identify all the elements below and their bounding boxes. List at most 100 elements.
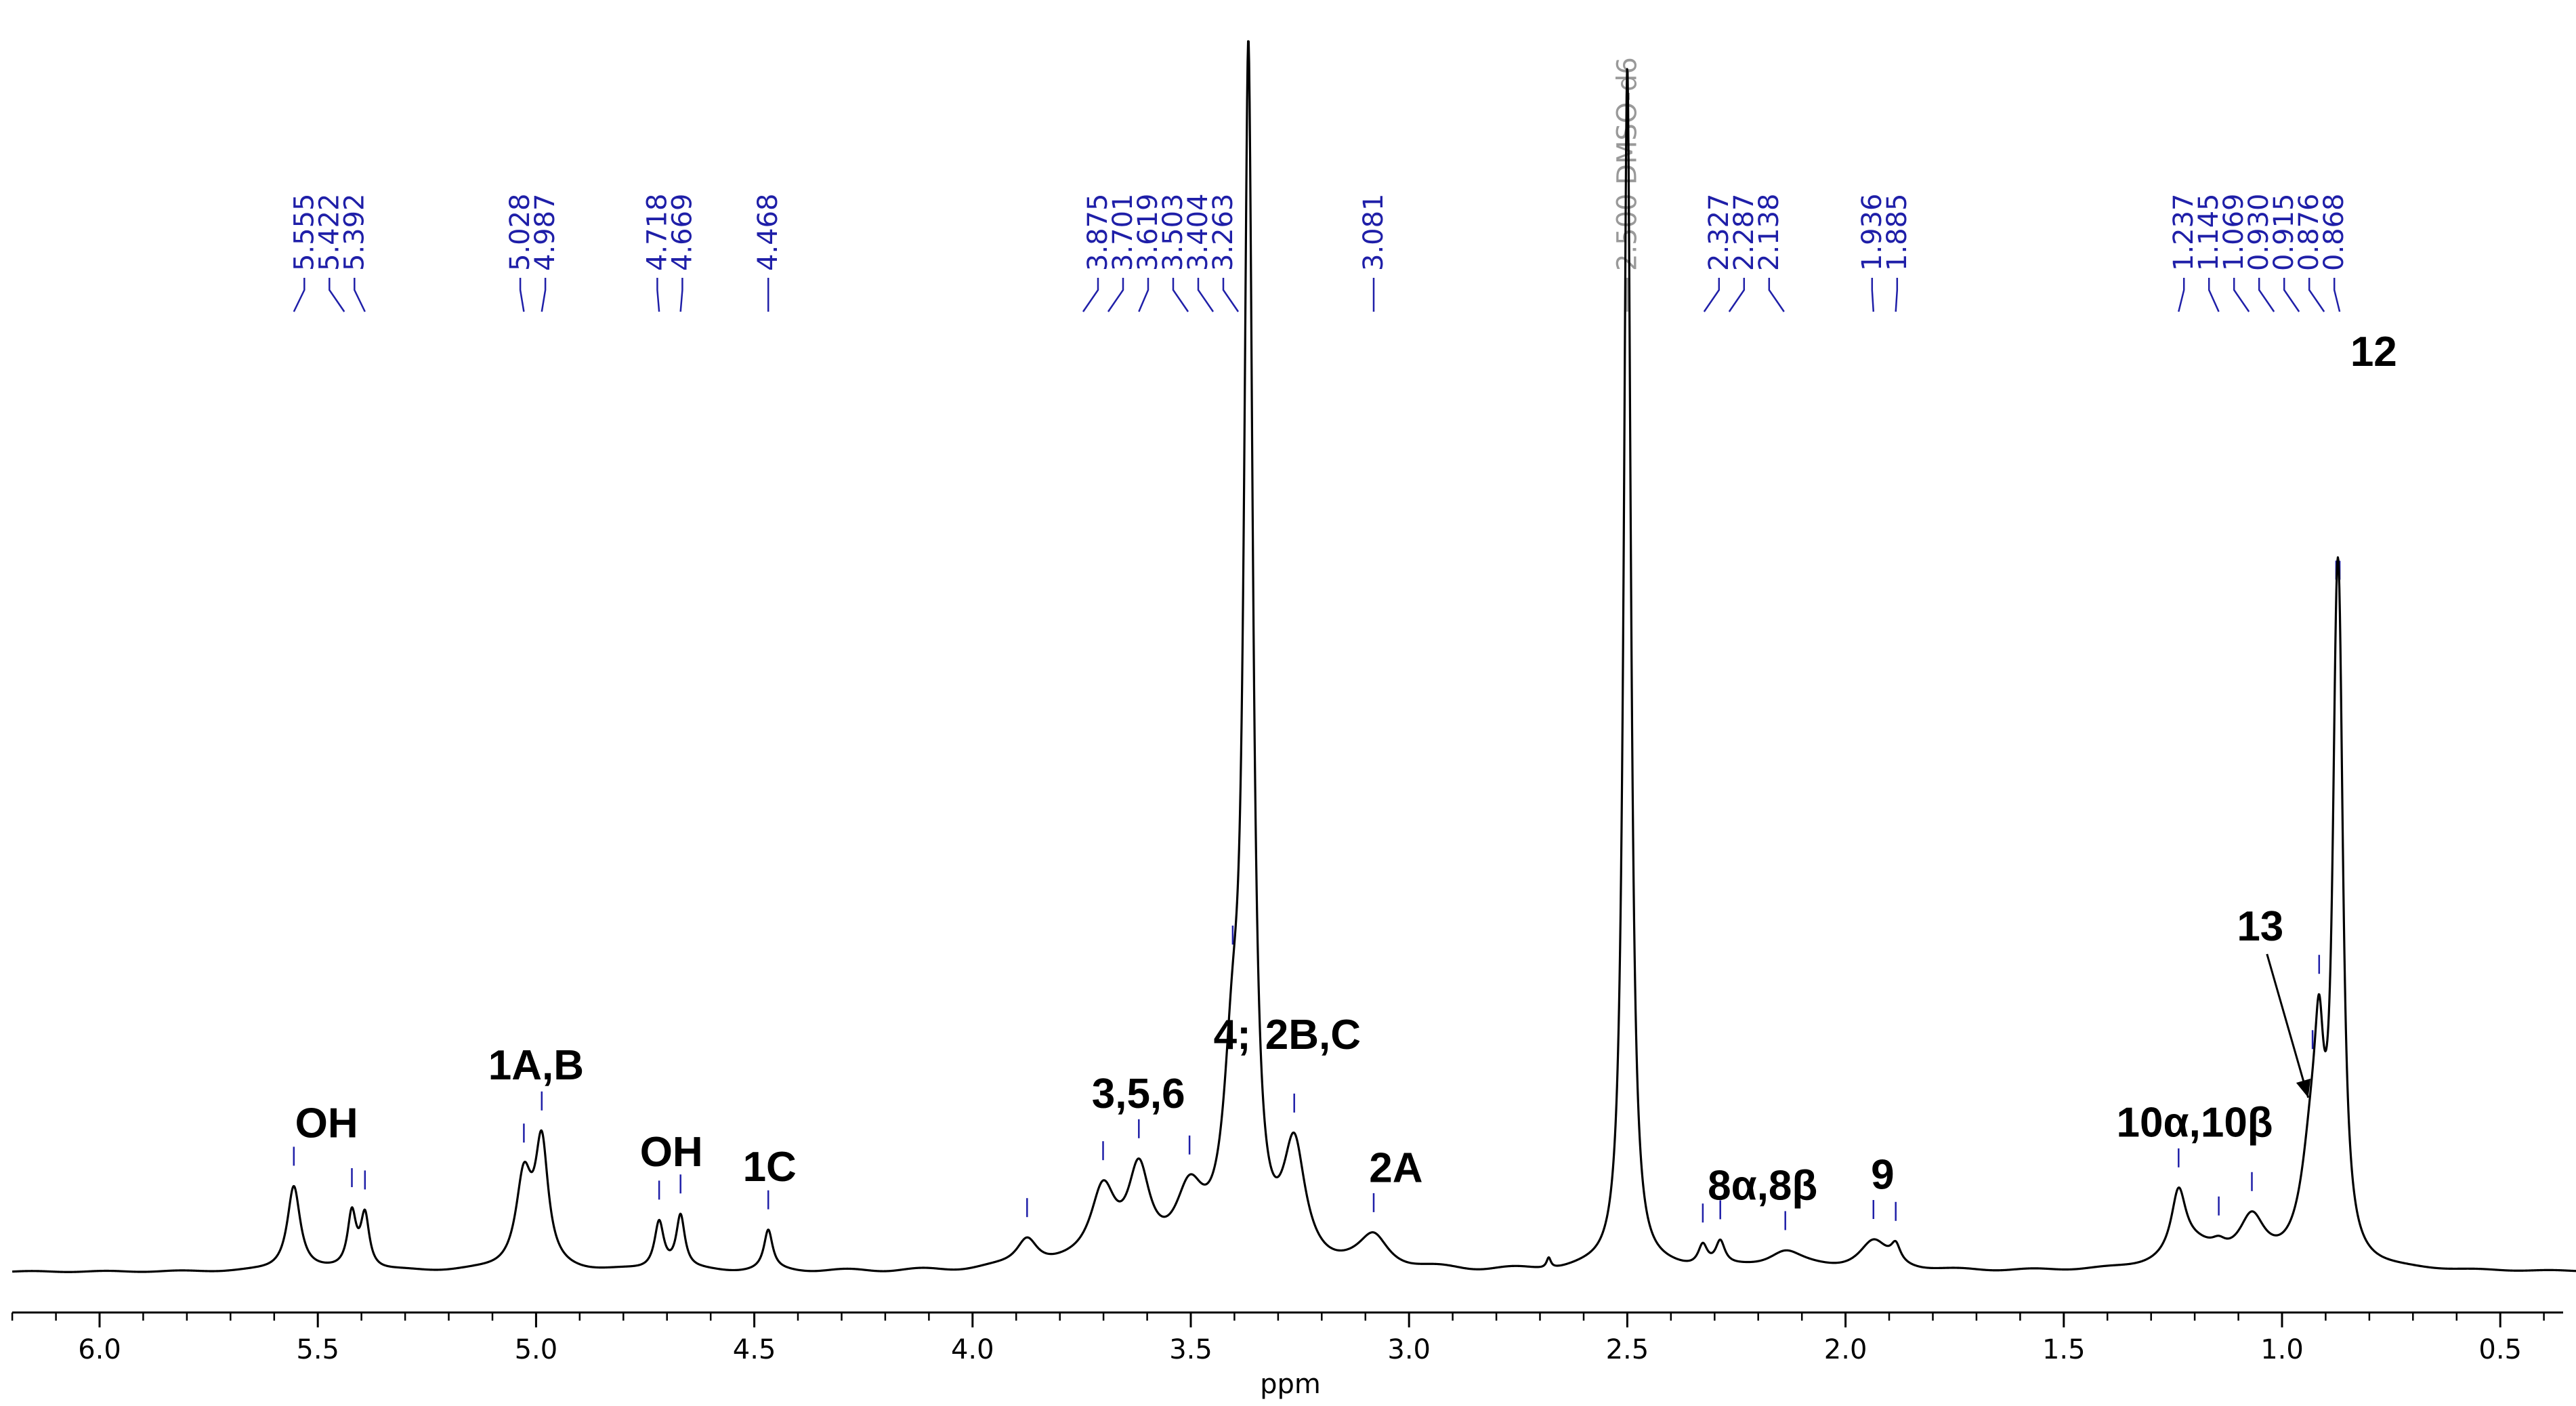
peak-label: 2.327 bbox=[1703, 193, 1735, 312]
peak-label-value: 3.619 bbox=[1133, 193, 1164, 271]
x-tick-label: 3.0 bbox=[1387, 1334, 1431, 1365]
peak-label-value: 1.936 bbox=[1857, 193, 1888, 271]
peak-label: 2.287 bbox=[1728, 193, 1760, 312]
peak-label-connector bbox=[1172, 278, 1189, 312]
peak-label: 3.263 bbox=[1208, 193, 1240, 312]
peak-label-connector bbox=[1082, 278, 1099, 312]
peak-label: 1.069 bbox=[2218, 193, 2250, 312]
assignment-label: 2A bbox=[1369, 1145, 1422, 1192]
peak-label: 1.936 bbox=[1857, 193, 1888, 312]
peak-label-value: 5.555 bbox=[289, 193, 320, 271]
assignment-label: OH bbox=[295, 1100, 358, 1147]
peak-label-value: 0.868 bbox=[2319, 193, 2350, 271]
peak-label-connector bbox=[2258, 278, 2275, 312]
annotations-layer: OH 1A,B OH 1C 3,5,6 4; 2B,C 2A 8α,8β 9 10α,10β 13 12 bbox=[295, 329, 2397, 1209]
assignment-label: 1A,B bbox=[488, 1042, 584, 1089]
peak-label-connector bbox=[1871, 278, 1875, 312]
peak-label-value: 1.069 bbox=[2218, 193, 2250, 271]
peak-label-connector bbox=[1895, 278, 1899, 312]
x-tick-label: 6.0 bbox=[78, 1334, 121, 1365]
peak-label-connector bbox=[329, 278, 345, 312]
peak-label: 3.404 bbox=[1183, 193, 1215, 312]
assignment-label: 9 bbox=[1871, 1152, 1894, 1199]
peak-label-value: 4.718 bbox=[641, 193, 673, 271]
peak-label-value: 3.701 bbox=[1107, 193, 1139, 271]
x-tick-label: 1.5 bbox=[2042, 1334, 2086, 1365]
peak-label-value: 1.237 bbox=[2168, 193, 2199, 271]
annotation-arrow bbox=[2266, 953, 2310, 1098]
peak-label-value: 0.876 bbox=[2294, 193, 2325, 271]
spectrum-line bbox=[12, 40, 2576, 1273]
peak-label-value: 3.404 bbox=[1183, 193, 1214, 271]
peak-label-connector bbox=[2233, 278, 2250, 312]
peak-label-value: 5.392 bbox=[339, 193, 370, 271]
peak-label-connector bbox=[1703, 278, 1720, 312]
peak-label-value: 2.138 bbox=[1754, 193, 1785, 271]
peak-label-connector bbox=[2208, 278, 2220, 312]
peak-label: 0.868 bbox=[2319, 193, 2350, 312]
peak-label-connector bbox=[2308, 278, 2325, 312]
x-tick-label: 4.0 bbox=[951, 1334, 994, 1365]
peak-label: 0.915 bbox=[2268, 193, 2300, 312]
peak-label-value: 4.669 bbox=[667, 193, 698, 271]
peak-label-value: 5.422 bbox=[314, 193, 345, 271]
peak-label-connector bbox=[656, 278, 660, 312]
peak-label: 3.503 bbox=[1158, 193, 1189, 312]
peak-label-value: 2.287 bbox=[1729, 193, 1760, 271]
peak-label-value: 2.327 bbox=[1704, 193, 1735, 271]
peak-label: 3.875 bbox=[1082, 193, 1114, 312]
peak-label-value: 3.263 bbox=[1208, 193, 1239, 271]
assignment-label: 1C bbox=[743, 1144, 797, 1191]
peak-label-value: 5.028 bbox=[505, 193, 536, 271]
peak-label-connector bbox=[2283, 278, 2300, 312]
peak-label: 3.619 bbox=[1133, 193, 1164, 312]
peak-label-connector bbox=[354, 278, 366, 312]
peak-label: 5.392 bbox=[339, 193, 370, 312]
peak-label-value: 1.145 bbox=[2193, 193, 2224, 271]
assignment-label: OH bbox=[640, 1129, 703, 1176]
x-tick-label: 3.5 bbox=[1169, 1334, 1212, 1365]
peak-label-value: 0.930 bbox=[2243, 193, 2275, 271]
peak-label: 2.138 bbox=[1754, 193, 1785, 312]
x-tick-label: 5.0 bbox=[515, 1334, 558, 1365]
peak-label-connector bbox=[293, 278, 305, 312]
peak-label: 5.555 bbox=[289, 193, 320, 312]
peak-label: 3.701 bbox=[1107, 193, 1139, 312]
peak-label-value: 3.875 bbox=[1082, 193, 1114, 271]
peak-label: 3.081 bbox=[1358, 193, 1389, 312]
peak-label: 1.237 bbox=[2168, 193, 2199, 312]
assignment-label: 10α,10β bbox=[2117, 1100, 2273, 1146]
peak-label-connector bbox=[519, 278, 525, 312]
spectrum-layer bbox=[12, 40, 2576, 1273]
peak-label-value: 3.081 bbox=[1358, 193, 1389, 271]
assignment-label: 8α,8β bbox=[1708, 1163, 1817, 1209]
x-tick-label: 5.5 bbox=[296, 1334, 339, 1365]
x-tick-label: 0.5 bbox=[2478, 1334, 2522, 1365]
peak-label-connector bbox=[541, 278, 547, 312]
peak-label: 4.669 bbox=[667, 193, 698, 312]
peak-label: 0.876 bbox=[2294, 193, 2325, 312]
peak-label-value: 4.468 bbox=[753, 193, 784, 271]
peak-label-connector bbox=[1197, 278, 1215, 312]
peak-label-connector bbox=[1728, 278, 1746, 312]
x-axis-title: ppm bbox=[1260, 1369, 1321, 1400]
peak-label-connector bbox=[2333, 278, 2341, 312]
peak-label-connector bbox=[2178, 278, 2185, 312]
peak-label-value: 3.503 bbox=[1158, 193, 1189, 271]
peak-label-connector bbox=[1768, 278, 1785, 312]
peak-label-connector bbox=[1222, 278, 1240, 312]
assignment-label: 12 bbox=[2350, 329, 2397, 375]
x-axis: 6.0 5.5 5.0 4.5 4.0 3.5 3.0 2.5 2.0 1.5 1.0 0.5 ppm bbox=[11, 1311, 2563, 1400]
peak-label-connector bbox=[679, 278, 683, 312]
peak-label: 1.885 bbox=[1882, 193, 1913, 312]
peak-label-connector bbox=[1107, 278, 1124, 312]
peak-label: 1.145 bbox=[2193, 193, 2224, 312]
peak-markers-layer bbox=[293, 560, 2341, 1231]
peak-label: 4.987 bbox=[530, 193, 561, 312]
peak-label: 4.718 bbox=[641, 193, 673, 312]
x-tick-label: 1.0 bbox=[2260, 1334, 2304, 1365]
peak-label: 0.930 bbox=[2243, 193, 2275, 312]
assignment-label: 4; bbox=[1214, 1012, 1251, 1058]
